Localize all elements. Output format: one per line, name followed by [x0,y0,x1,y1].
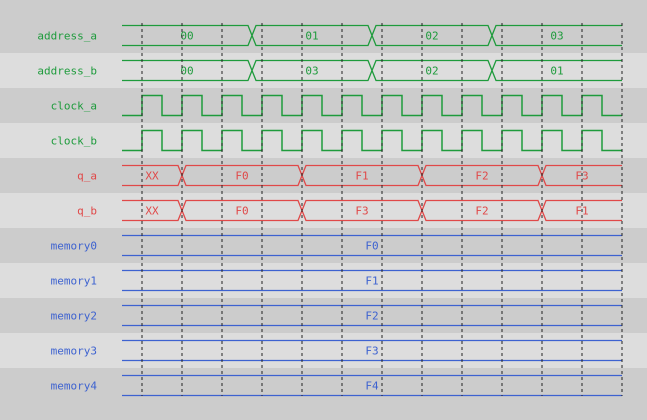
bus-segment-q_b [421,199,543,222]
bus-segment-q_b [301,199,423,222]
signal-label-memory0: memory0 [51,240,97,253]
clock-waveform-clock_b [122,129,622,152]
bus-value: 02 [425,65,438,78]
bus-segment-memory0 [122,234,622,257]
row-background [0,193,647,228]
bus-segment-address_b [491,59,622,82]
row-background [0,53,647,88]
bus-segment-q_b [181,199,303,222]
row-background [0,158,647,193]
bus-segment-memory2 [122,304,622,327]
signal-label-memory3: memory3 [51,345,97,358]
bus-segment-address_b [122,59,253,82]
row-background [0,228,647,263]
bus-value: 00 [180,30,193,43]
bus-value: F1 [355,170,368,183]
bus-segment-q_b [541,199,622,222]
bus-value: 01 [550,65,563,78]
bus-value: 02 [425,30,438,43]
signal-label-q_a: q_a [77,170,97,183]
bus-segment-address_a [491,24,622,47]
bus-segment-address_b [371,59,493,82]
signal-label-q_b: q_b [77,205,97,218]
bus-segment-address_a [371,24,493,47]
bus-segment-q_a [421,164,543,187]
bus-value: F0 [235,170,248,183]
bus-segment-q_a [301,164,423,187]
signal-label-clock_a: clock_a [51,100,97,113]
clock-waveform-clock_a [122,94,622,117]
bus-segment-address_a [122,24,253,47]
bus-value: F0 [235,205,248,218]
bus-value: 03 [305,65,318,78]
signal-label-memory1: memory1 [51,275,97,288]
row-background [0,88,647,123]
bus-value: F3 [355,205,368,218]
bus-value: F4 [365,380,379,393]
bus-segment-q_a [181,164,303,187]
bus-value: F2 [475,205,488,218]
bus-value: 03 [550,30,563,43]
bus-value: 00 [180,65,193,78]
row-background [0,298,647,333]
row-background [0,368,647,403]
bus-segment-address_a [251,24,373,47]
row-background [0,18,647,53]
row-background [0,263,647,298]
bus-value: F3 [365,345,378,358]
bus-segment-q_a [122,164,183,187]
bus-value: F1 [365,275,378,288]
bus-value: F2 [365,310,378,323]
bus-segment-q_b [122,199,183,222]
signal-label-address_b: address_b [37,65,97,78]
bus-segment-address_b [251,59,373,82]
bus-value: F0 [365,240,378,253]
bus-segment-q_a [541,164,622,187]
row-background [0,123,647,158]
signal-label-clock_b: clock_b [51,135,97,148]
bus-segment-memory1 [122,269,622,292]
signal-label-memory4: memory4 [51,380,98,393]
bus-value: F2 [475,170,488,183]
bus-value: XX [145,170,159,183]
bus-segment-memory4 [122,374,622,397]
row-background [0,333,647,368]
signal-label-memory2: memory2 [51,310,97,323]
signal-label-address_a: address_a [37,30,97,43]
bus-value: XX [145,205,159,218]
bus-segment-memory3 [122,339,622,362]
bus-value: 01 [305,30,318,43]
